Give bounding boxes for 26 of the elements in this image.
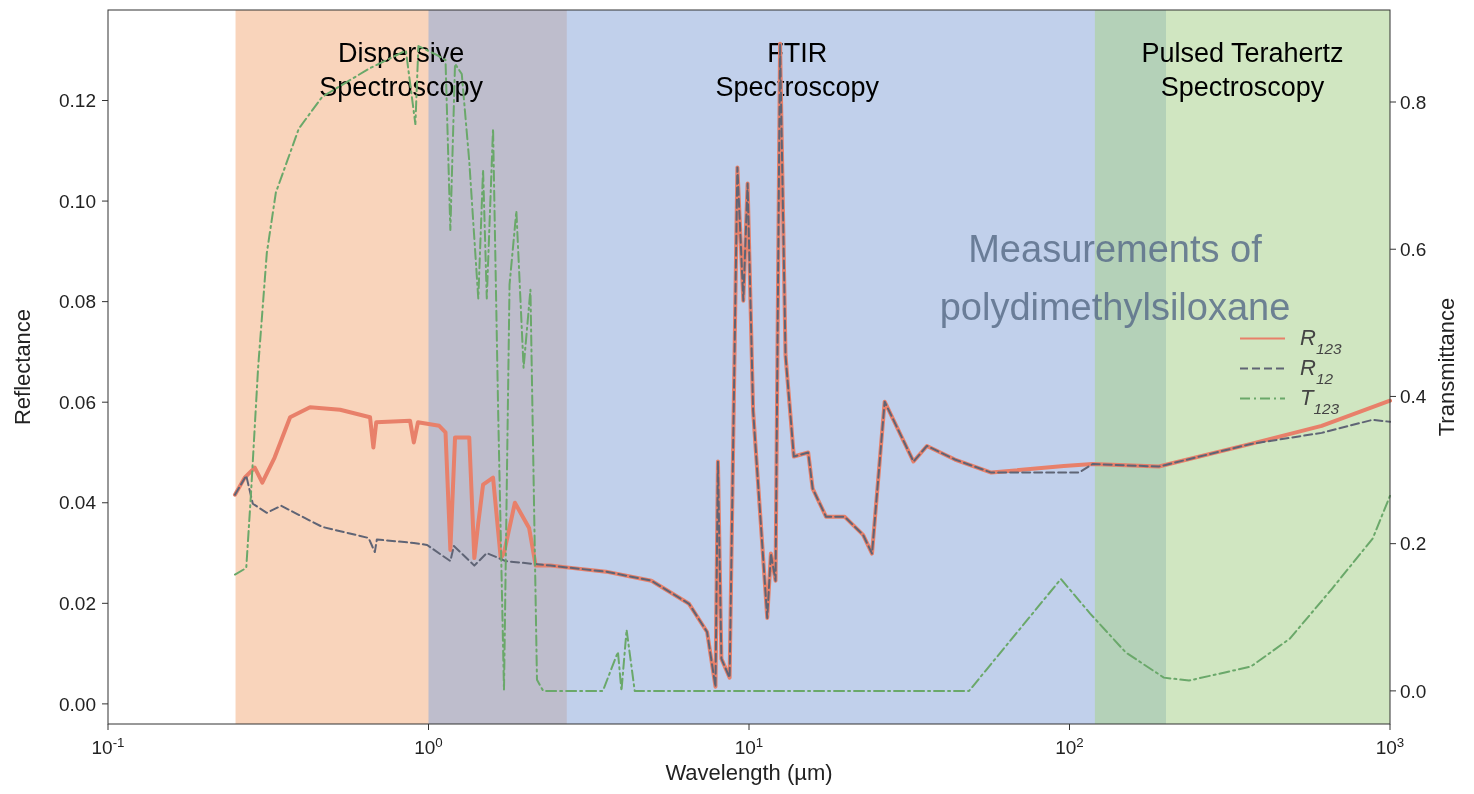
y2-tick-label: 0.2 (1400, 533, 1427, 555)
x-tick-label: 10$^{3}$ (1375, 734, 1405, 758)
annotation: Measurements of polydimethylsiloxane (939, 228, 1291, 328)
y-tick-label: 0.02 (59, 592, 96, 614)
x-tick-label: 10$^{-1}$ (91, 734, 125, 758)
y-tick-label: 0.04 (59, 492, 97, 514)
y-tick-label: 0.08 (59, 291, 96, 313)
y-axis-title: Reflectance (10, 308, 35, 426)
band-label: FTIR Spectroscopy (715, 38, 880, 102)
y-tick-label: 0.00 (59, 693, 96, 715)
y-tick-label: 0.10 (59, 190, 96, 212)
y2-tick-label: 0.4 (1400, 386, 1427, 408)
y2-axis-title: Transmittance (1434, 297, 1459, 437)
y2-tick-label: 0.8 (1400, 91, 1427, 113)
y2-tick-label: 0.0 (1400, 680, 1427, 702)
band-label: Pulsed Terahertz Spectroscopy (1141, 38, 1344, 102)
y2-tick-label: 0.6 (1400, 238, 1427, 260)
legend-label: R$_{12}$ (1300, 355, 1334, 387)
x-axis-title: Wavelength (µm) (665, 760, 833, 785)
x-tick-label: 10$^{1}$ (734, 734, 764, 758)
y-tick-label: 0.12 (59, 90, 96, 112)
x-tick-label: 10$^{2}$ (1055, 734, 1084, 758)
y-tick-label: 0.06 (59, 391, 96, 413)
legend-label: T$_{123}$ (1300, 385, 1340, 417)
legend-label: R$_{123}$ (1300, 325, 1343, 357)
x-tick-label: 10$^{0}$ (414, 734, 443, 758)
